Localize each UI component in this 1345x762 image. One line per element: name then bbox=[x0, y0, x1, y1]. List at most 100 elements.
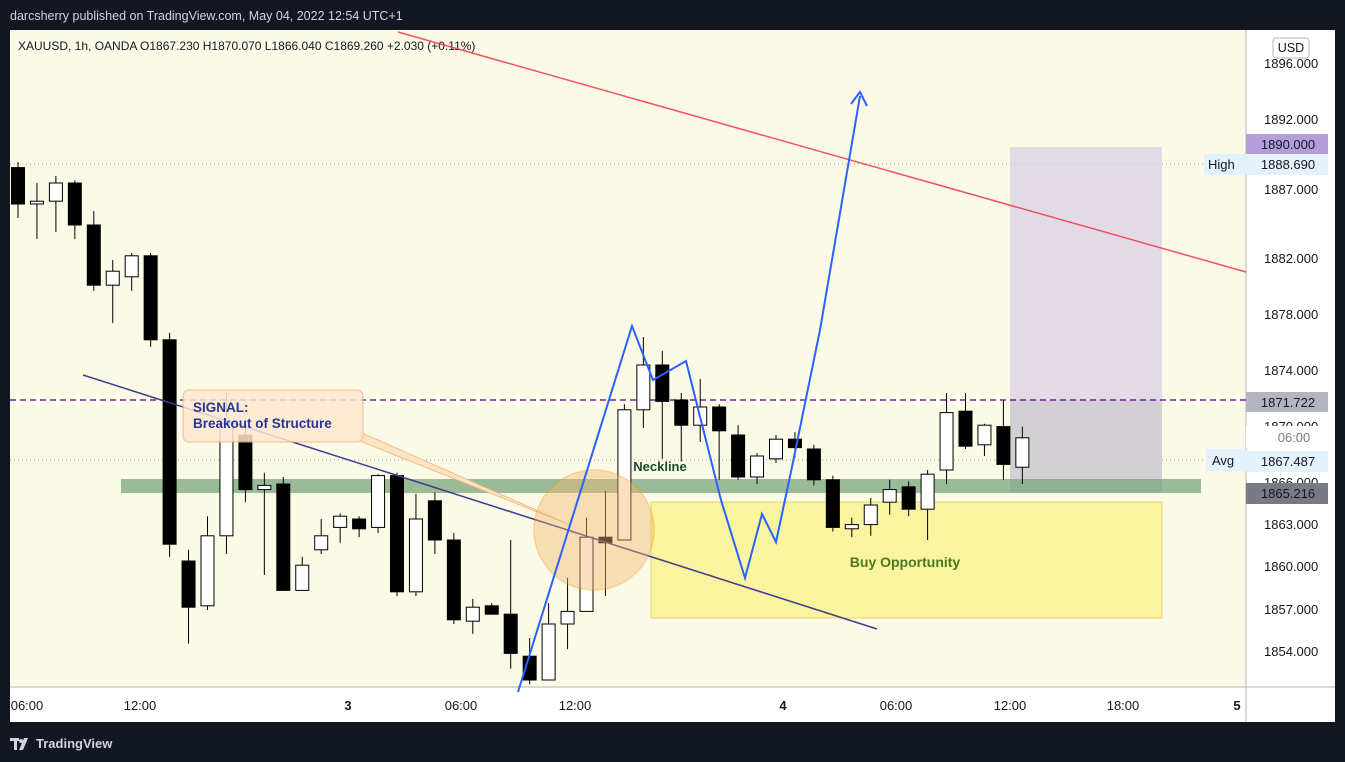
projection-arrowhead bbox=[850, 90, 868, 107]
high-tag-value: 1888.690 bbox=[1261, 157, 1315, 172]
price-tag-target bbox=[1246, 134, 1328, 154]
time-tick: 06:00 bbox=[880, 698, 913, 713]
candle-bearish[interactable] bbox=[427, 500, 442, 541]
candle-bullish[interactable] bbox=[295, 564, 310, 591]
candle-bearish[interactable] bbox=[958, 410, 973, 447]
candle-bearish[interactable] bbox=[825, 479, 840, 528]
candle-bearish[interactable] bbox=[143, 255, 158, 341]
time-tick: 18:00 bbox=[1107, 698, 1140, 713]
candle-bullish[interactable] bbox=[939, 412, 954, 471]
price-tick: 1860.000 bbox=[1264, 559, 1318, 574]
price-tick: 1863.000 bbox=[1264, 517, 1318, 532]
candle-bearish[interactable] bbox=[655, 364, 670, 402]
time-tick: 12:00 bbox=[559, 698, 592, 713]
signal-callout[interactable] bbox=[182, 389, 364, 443]
target-zone-lower[interactable] bbox=[1010, 400, 1162, 492]
candle-bullish[interactable] bbox=[200, 535, 215, 607]
candle-bearish[interactable] bbox=[181, 560, 196, 608]
candle-bullish[interactable] bbox=[541, 623, 556, 681]
candle-bullish[interactable] bbox=[617, 409, 632, 541]
candle-bullish[interactable] bbox=[560, 610, 575, 625]
countdown-value: 06:00 bbox=[1278, 430, 1311, 445]
candle-bearish[interactable] bbox=[787, 438, 802, 449]
candle-bullish[interactable] bbox=[882, 489, 897, 503]
high-tag-label: High bbox=[1208, 157, 1235, 172]
price-chart[interactable]: XAUUSD, 1h, OANDA O1867.230 H1870.070 L1… bbox=[10, 30, 1335, 722]
tradingview-logo[interactable]: TradingView bbox=[10, 736, 112, 751]
price-tick: 1892.000 bbox=[1264, 112, 1318, 127]
candle-bullish[interactable] bbox=[333, 515, 348, 528]
tradingview-icon bbox=[10, 737, 28, 750]
time-axis[interactable]: 06:00 12:00 3 06:00 12:00 4 06:00 12:00 … bbox=[11, 698, 1241, 713]
symbol-info: XAUUSD, 1h, OANDA O1867.230 H1870.070 L1… bbox=[18, 39, 475, 53]
footer: TradingView bbox=[0, 728, 1345, 762]
chart-panel[interactable]: XAUUSD, 1h, OANDA O1867.230 H1870.070 L1… bbox=[10, 30, 1335, 722]
avg-tag bbox=[1246, 451, 1328, 472]
candle-bearish[interactable] bbox=[11, 167, 25, 205]
price-tick: 1887.000 bbox=[1264, 182, 1318, 197]
price-tick: 1874.000 bbox=[1264, 363, 1318, 378]
candle-bullish[interactable] bbox=[920, 473, 935, 510]
candle-bearish[interactable] bbox=[996, 426, 1011, 465]
tradingview-brand: TradingView bbox=[36, 736, 113, 751]
price-tick: 1854.000 bbox=[1264, 644, 1318, 659]
avg-tag-value: 1867.487 bbox=[1261, 454, 1315, 469]
resistance-trendline[interactable] bbox=[397, 31, 1247, 273]
price-tick: 1896.000 bbox=[1264, 56, 1318, 71]
price-tick: 1878.000 bbox=[1264, 307, 1318, 322]
avg-tag-label-bg bbox=[1206, 449, 1248, 471]
time-tick-day: 3 bbox=[344, 698, 351, 713]
candles-group[interactable] bbox=[11, 162, 1030, 685]
candle-bearish[interactable] bbox=[276, 483, 291, 591]
candle-bullish[interactable] bbox=[579, 536, 594, 612]
countdown-tag bbox=[1246, 426, 1328, 448]
currency-label: USD bbox=[1278, 41, 1304, 55]
time-tick: 12:00 bbox=[994, 698, 1027, 713]
time-tick: 12:00 bbox=[124, 698, 157, 713]
candle-bullish[interactable] bbox=[977, 424, 992, 446]
candle-bullish[interactable] bbox=[750, 455, 765, 478]
candle-bearish[interactable] bbox=[674, 399, 689, 426]
candle-bullish[interactable] bbox=[844, 524, 859, 530]
candle-bearish[interactable] bbox=[67, 182, 82, 226]
candle-bearish[interactable] bbox=[446, 539, 461, 621]
candle-bearish[interactable] bbox=[731, 434, 746, 478]
candle-bearish[interactable] bbox=[806, 448, 821, 481]
candle-bearish[interactable] bbox=[238, 434, 253, 491]
breakout-circle[interactable] bbox=[533, 469, 655, 591]
candle-bearish[interactable] bbox=[390, 475, 404, 593]
target-zone[interactable] bbox=[1010, 147, 1162, 400]
candle-bullish[interactable] bbox=[1015, 437, 1030, 468]
candle-bullish[interactable] bbox=[105, 270, 120, 286]
candle-bearish[interactable] bbox=[484, 605, 499, 615]
signal-title: SIGNAL: bbox=[193, 400, 249, 415]
time-tick-day: 4 bbox=[779, 698, 787, 713]
price-tag-target-value: 1890.000 bbox=[1261, 137, 1315, 152]
candle-bearish[interactable] bbox=[86, 224, 101, 286]
candle-bullish[interactable] bbox=[636, 364, 651, 411]
candle-bearish[interactable] bbox=[901, 486, 916, 510]
candle-bullish[interactable] bbox=[408, 518, 423, 593]
candle-bearish[interactable] bbox=[712, 406, 727, 432]
high-tag bbox=[1246, 154, 1328, 175]
time-tick-day: 5 bbox=[1233, 698, 1240, 713]
high-tag-label-bg bbox=[1204, 154, 1248, 175]
candle-bullish[interactable] bbox=[29, 200, 44, 205]
price-axis-background[interactable] bbox=[1246, 30, 1335, 687]
candle-bullish[interactable] bbox=[769, 438, 783, 460]
candle-bullish[interactable] bbox=[124, 255, 139, 278]
candle-bullish[interactable] bbox=[314, 535, 329, 551]
time-tick: 06:00 bbox=[445, 698, 478, 713]
buy-opportunity-zone[interactable] bbox=[650, 501, 1163, 619]
currency-button[interactable] bbox=[1272, 37, 1310, 59]
candle-bullish[interactable] bbox=[371, 475, 386, 528]
candle-bullish[interactable] bbox=[465, 606, 480, 622]
candle-bearish[interactable] bbox=[162, 339, 177, 545]
candle-bullish[interactable] bbox=[863, 504, 878, 526]
projection-path[interactable] bbox=[517, 95, 861, 693]
candle-bearish[interactable] bbox=[503, 613, 518, 654]
candle-bullish[interactable] bbox=[48, 182, 63, 202]
candle-bearish[interactable] bbox=[352, 518, 367, 530]
candle-bullish[interactable] bbox=[257, 484, 272, 491]
price-tick: 1882.000 bbox=[1264, 251, 1318, 266]
